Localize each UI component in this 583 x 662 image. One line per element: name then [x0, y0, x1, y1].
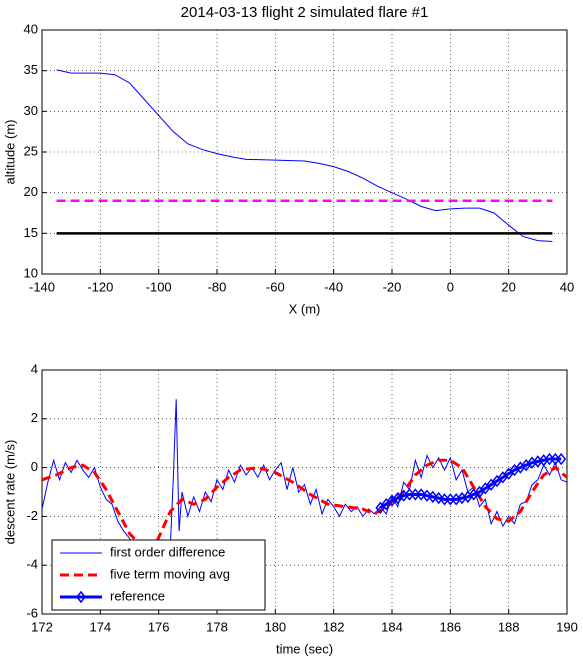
y-tick-label: 25: [24, 143, 38, 158]
diamond-marker: [427, 490, 438, 504]
x-tick-label: 186: [439, 619, 461, 634]
x-tick-label: 190: [556, 619, 578, 634]
y-tick-label: 20: [24, 184, 38, 199]
x-tick-label: 176: [148, 619, 170, 634]
y-tick-label: 4: [31, 361, 38, 376]
x-axis-label: time (sec): [276, 641, 333, 656]
series-line: [56, 69, 553, 242]
x-tick-label: 182: [323, 619, 345, 634]
y-tick-label: 35: [24, 62, 38, 77]
y-axis-label: altitude (m): [2, 119, 17, 184]
axes-box: [41, 29, 568, 275]
legend-label: first order difference: [110, 544, 225, 559]
x-tick-label: 180: [264, 619, 286, 634]
plot-area: [42, 30, 567, 274]
diamond-marker: [416, 488, 427, 501]
y-axis-label: descent rate (m/s): [2, 440, 17, 545]
x-tick-label: 184: [381, 619, 403, 634]
x-tick-label: 0: [447, 279, 454, 294]
x-tick-label: 40: [560, 279, 574, 294]
x-tick-label: -80: [208, 279, 227, 294]
y-tick-label: 0: [31, 459, 38, 474]
y-tick-label: 15: [24, 225, 38, 240]
diamond-marker: [422, 489, 432, 502]
axes-box: [41, 369, 568, 615]
x-tick-label: -40: [324, 279, 343, 294]
x-tick-label: -120: [87, 279, 113, 294]
legend-label: five term moving avg: [110, 566, 230, 581]
diamond-marker: [556, 452, 567, 466]
y-tick-label: -2: [26, 508, 38, 523]
y-tick-label: 40: [24, 21, 38, 36]
x-tick-label: 172: [31, 619, 53, 634]
y-tick-label: 10: [24, 265, 38, 280]
x-tick-label: 178: [206, 619, 228, 634]
legend-label: reference: [110, 588, 165, 603]
y-tick-label: -6: [26, 605, 38, 620]
x-tick-label: -20: [383, 279, 402, 294]
legend-marker: [76, 590, 86, 604]
y-tick-label: -4: [26, 557, 38, 572]
x-tick-label: 188: [498, 619, 520, 634]
y-tick-label: 2: [31, 410, 38, 425]
x-tick-label: 174: [89, 619, 111, 634]
x-tick-label: -60: [266, 279, 285, 294]
x-axis-label: X (m): [289, 301, 321, 316]
y-tick-label: 30: [24, 103, 38, 118]
x-tick-label: 20: [501, 279, 515, 294]
x-tick-label: -100: [146, 279, 172, 294]
x-tick-label: -140: [29, 279, 55, 294]
diamond-marker: [433, 491, 444, 505]
chart-title: 2014-03-13 flight 2 simulated flare #1: [181, 4, 429, 21]
series-line: [41, 458, 568, 553]
